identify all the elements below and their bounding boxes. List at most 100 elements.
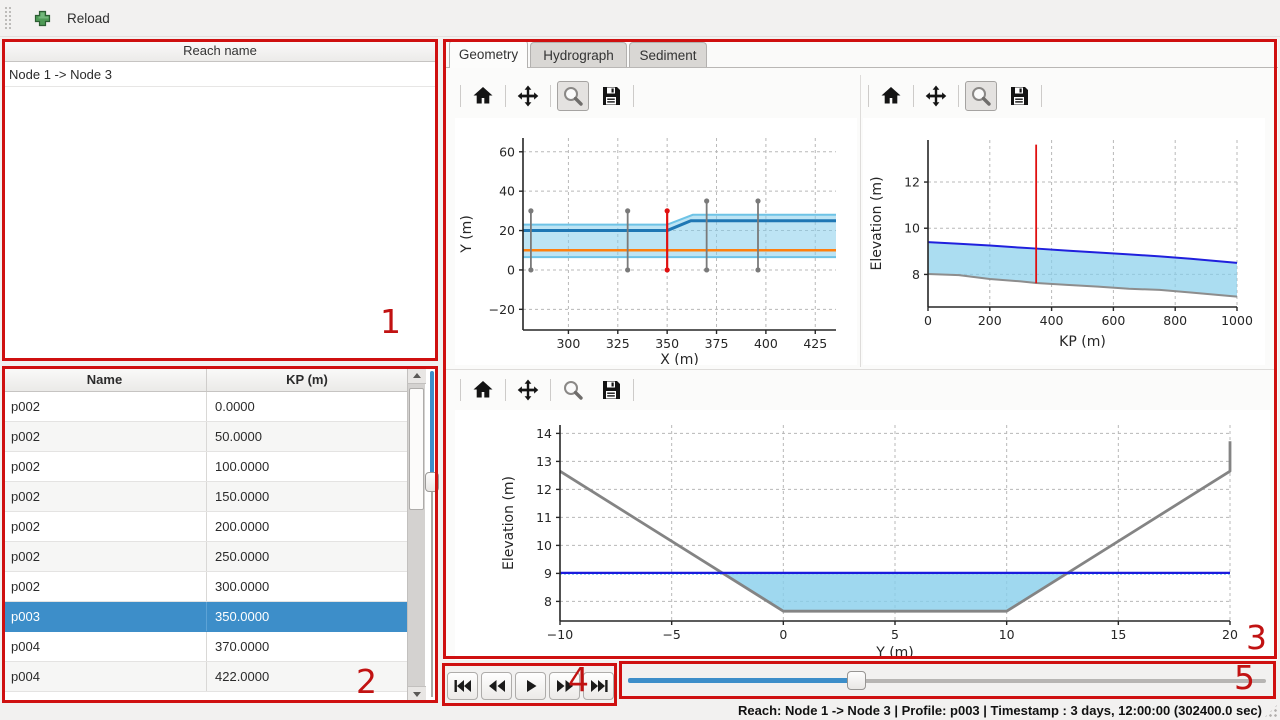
toolbar-separator	[460, 379, 461, 401]
save-button[interactable]	[595, 375, 627, 405]
column-header-kp[interactable]: KP (m)	[286, 372, 328, 387]
svg-text:−20: −20	[489, 302, 515, 317]
table-scrollbar-thumb[interactable]	[409, 388, 424, 510]
cell-kp[interactable]: 370.0000	[215, 639, 270, 654]
cell-name[interactable]: p004	[3, 662, 207, 691]
slider-track-filled[interactable]	[430, 371, 434, 478]
magnifier-button[interactable]	[557, 375, 589, 405]
cell-name[interactable]: p003	[3, 602, 207, 631]
pan-button[interactable]	[920, 81, 952, 111]
table-row[interactable]: p002 150.0000	[3, 482, 407, 512]
table-row[interactable]: p002 50.0000	[3, 422, 407, 452]
cell-kp[interactable]: 300.0000	[215, 579, 270, 594]
reach-list: Node 1 -> Node 3	[3, 62, 437, 87]
fast-forward-button[interactable]	[549, 671, 580, 700]
save-button[interactable]	[595, 81, 627, 111]
table-row[interactable]: p002 100.0000	[3, 452, 407, 482]
pan-button[interactable]	[512, 81, 544, 111]
profile-marker	[704, 198, 710, 273]
time-slider[interactable]	[620, 661, 1277, 701]
rewind-button[interactable]	[481, 671, 512, 700]
svg-text:8: 8	[544, 594, 552, 609]
cell-kp[interactable]: 100.0000	[215, 459, 270, 474]
pan-button[interactable]	[512, 375, 544, 405]
svg-text:60: 60	[499, 144, 515, 159]
slider-track[interactable]	[431, 489, 433, 697]
cell-name[interactable]: p002	[3, 422, 207, 451]
cell-name[interactable]: p002	[3, 482, 207, 511]
toolbar-drag-handle[interactable]	[4, 6, 12, 30]
cell-kp[interactable]: 200.0000	[215, 519, 270, 534]
home-button[interactable]	[467, 375, 499, 405]
table-row[interactable]: p004 370.0000	[3, 632, 407, 662]
long-profile-plot[interactable]: 0 200 400 600 800 1000 8 10 12 KP (m) Elevation (m…	[863, 118, 1265, 365]
toolbar-separator	[460, 85, 461, 107]
svg-text:10: 10	[999, 627, 1015, 642]
slider-track[interactable]	[861, 679, 1266, 683]
cell-name[interactable]: p004	[3, 632, 207, 661]
toolbar-separator	[1041, 85, 1042, 107]
pan-icon	[925, 85, 947, 107]
cross-section-plot[interactable]: −10 −5 0 5 10 15 20 8 9 10 11 12 13 14 Y (m) Elevation …	[455, 410, 1270, 660]
cell-name[interactable]: p002	[3, 512, 207, 541]
svg-text:11: 11	[536, 510, 552, 525]
tab-hydrograph[interactable]: Hydrograph	[530, 42, 627, 68]
fast-forward-icon	[556, 679, 573, 692]
vertical-splitter[interactable]	[860, 75, 861, 367]
magnifier-button[interactable]	[557, 81, 589, 111]
cell-name[interactable]: p002	[3, 392, 207, 421]
table-row[interactable]: p003 350.0000	[3, 602, 407, 632]
table-row[interactable]: p002 250.0000	[3, 542, 407, 572]
cell-kp[interactable]: 50.0000	[215, 429, 262, 444]
cell-kp[interactable]: 150.0000	[215, 489, 270, 504]
reach-list-item[interactable]: Node 1 -> Node 3	[3, 62, 437, 87]
svg-text:800: 800	[1163, 313, 1187, 328]
status-bar: Reach: Node 1 -> Node 3 | Profile: p003 …	[0, 701, 1280, 720]
cell-kp[interactable]: 350.0000	[215, 609, 270, 624]
profile-vertical-slider[interactable]	[425, 369, 439, 701]
table-row[interactable]: p002 300.0000	[3, 572, 407, 602]
skip-to-start-icon	[454, 679, 471, 692]
home-icon	[473, 381, 493, 398]
horizontal-splitter[interactable]	[445, 369, 1277, 370]
reload-button[interactable]: Reload	[24, 6, 120, 31]
home-button[interactable]	[875, 81, 907, 111]
slider-track-filled[interactable]	[628, 678, 851, 683]
skip-to-end-button[interactable]	[583, 671, 614, 700]
cell-name[interactable]: p002	[3, 542, 207, 571]
profile-table-panel: Name KP (m) p002 0.0000 p002 50.0000 p002 100…	[2, 367, 438, 703]
slider-handle[interactable]	[846, 671, 866, 690]
table-row[interactable]: p002 200.0000	[3, 512, 407, 542]
scroll-down-button[interactable]	[408, 686, 426, 702]
skip-to-start-button[interactable]	[447, 671, 478, 700]
tab-sediment[interactable]: Sediment	[629, 42, 707, 68]
cell-kp[interactable]: 250.0000	[215, 549, 270, 564]
magnifier-icon	[564, 87, 583, 106]
up-arrow-icon	[413, 373, 421, 378]
cell-kp[interactable]: 0.0000	[215, 399, 255, 414]
save-icon	[1011, 87, 1028, 105]
table-scrollbar[interactable]	[407, 368, 426, 702]
cell-name[interactable]: p002	[3, 452, 207, 481]
svg-text:325: 325	[606, 336, 630, 351]
svg-text:600: 600	[1101, 313, 1125, 328]
play-button[interactable]	[515, 671, 546, 700]
slider-handle[interactable]	[425, 471, 439, 492]
water-area-fill	[721, 572, 1069, 612]
tab-geometry[interactable]: Geometry	[449, 40, 528, 68]
home-button[interactable]	[467, 81, 499, 111]
save-button[interactable]	[1003, 81, 1035, 111]
reach-list-panel: Reach name Node 1 -> Node 3	[2, 39, 438, 361]
magnifier-button[interactable]	[965, 81, 997, 111]
toolbar-separator	[550, 379, 551, 401]
y-axis-label: Elevation (m)	[869, 176, 885, 270]
scroll-up-button[interactable]	[408, 368, 426, 384]
table-row[interactable]: p004 422.0000	[3, 662, 407, 692]
cell-name[interactable]: p002	[3, 572, 207, 601]
toolbar-separator	[550, 85, 551, 107]
plan-view-plot[interactable]: 300 325 350 375 400 425 −20 0 20 40 60 X (m) Y (m)	[455, 118, 857, 365]
toolbar-separator	[958, 85, 959, 107]
table-row[interactable]: p002 0.0000	[3, 392, 407, 422]
column-header-name[interactable]: Name	[3, 368, 207, 391]
cell-kp[interactable]: 422.0000	[215, 669, 270, 684]
